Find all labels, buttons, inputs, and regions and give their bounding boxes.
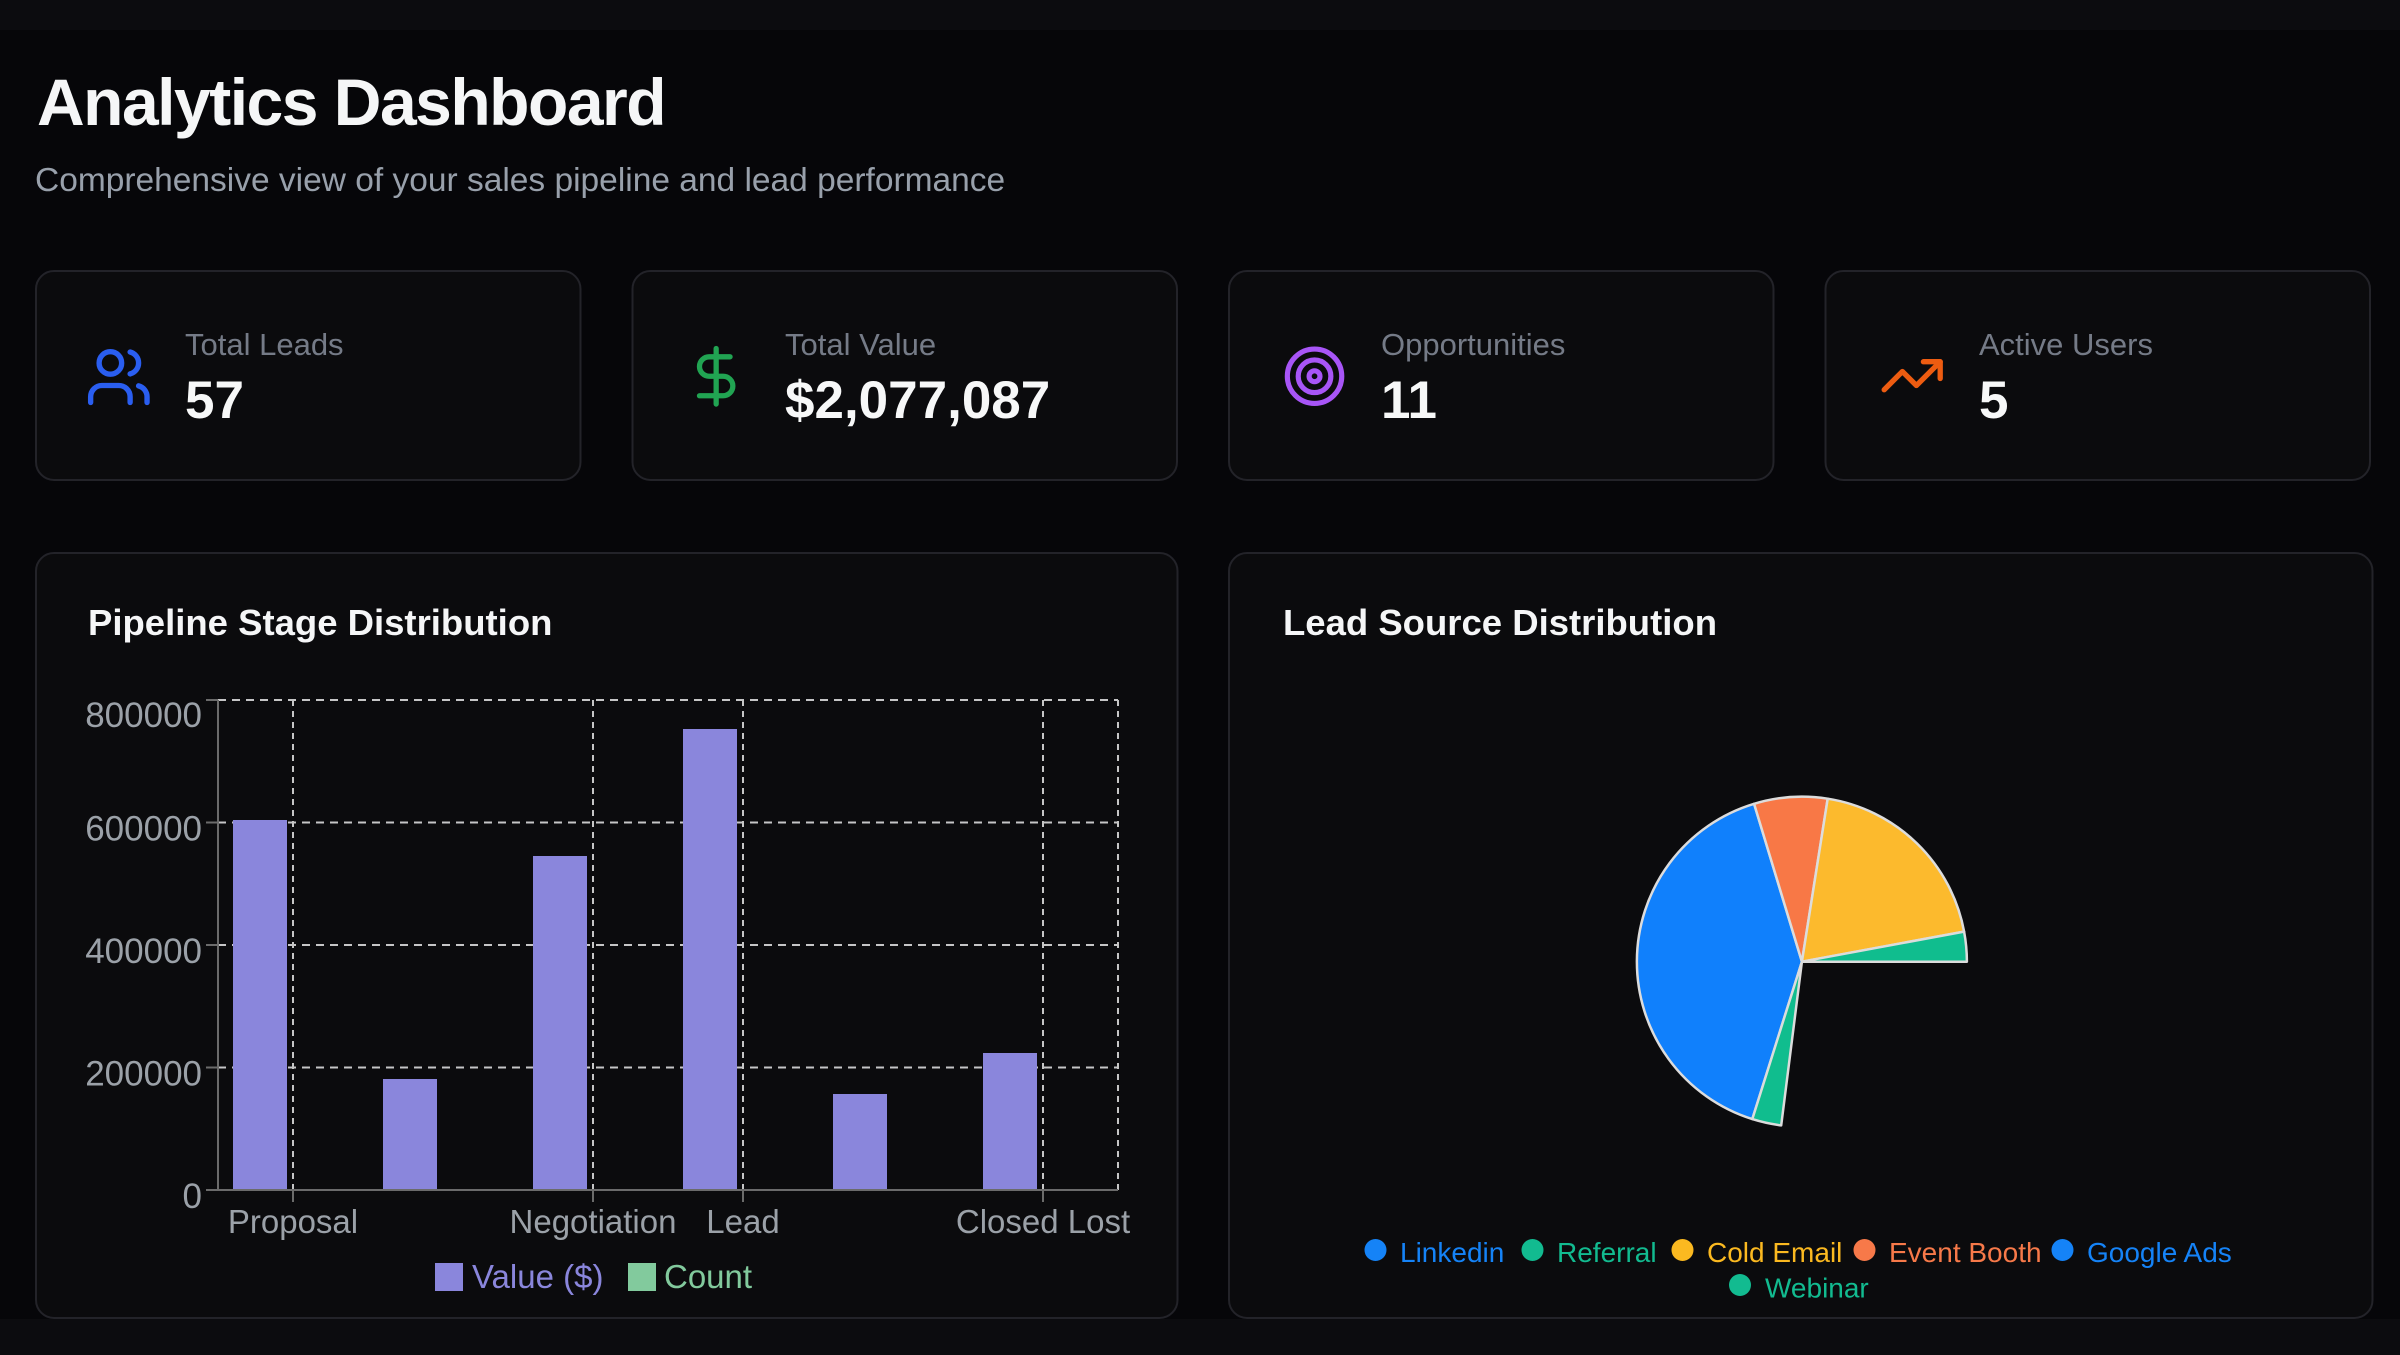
svg-text:$2,077,087: $2,077,087: [785, 371, 1050, 430]
svg-text:Total Value: Total Value: [785, 327, 936, 362]
svg-text:800000: 800000: [85, 696, 202, 735]
svg-text:600000: 600000: [85, 810, 202, 849]
svg-text:57: 57: [185, 371, 244, 430]
svg-text:Opportunities: Opportunities: [1381, 327, 1565, 362]
svg-text:400000: 400000: [85, 932, 202, 971]
svg-text:Linkedin: Linkedin: [1400, 1237, 1504, 1268]
svg-text:5: 5: [1979, 371, 2008, 430]
svg-text:Total Leads: Total Leads: [185, 327, 344, 362]
svg-text:Lead Source Distribution: Lead Source Distribution: [1283, 602, 1717, 643]
svg-text:Negotiation: Negotiation: [510, 1203, 677, 1240]
svg-text:Webinar: Webinar: [1765, 1273, 1869, 1304]
svg-text:Proposal: Proposal: [228, 1203, 358, 1240]
svg-text:Value ($): Value ($): [472, 1258, 603, 1295]
svg-text:Active Users: Active Users: [1979, 327, 2153, 362]
svg-text:Event Booth: Event Booth: [1889, 1237, 2042, 1268]
svg-text:Google Ads: Google Ads: [2087, 1237, 2232, 1268]
svg-text:Analytics Dashboard: Analytics Dashboard: [37, 65, 665, 139]
svg-text:Closed Lost: Closed Lost: [956, 1203, 1130, 1240]
svg-text:Referral: Referral: [1557, 1237, 1657, 1268]
svg-text:200000: 200000: [85, 1055, 202, 1094]
svg-text:Lead: Lead: [706, 1203, 779, 1240]
svg-text:Comprehensive view of your sal: Comprehensive view of your sales pipelin…: [35, 162, 1005, 199]
svg-text:0: 0: [183, 1177, 202, 1216]
svg-text:Cold Email: Cold Email: [1707, 1237, 1842, 1268]
svg-text:Pipeline Stage Distribution: Pipeline Stage Distribution: [88, 602, 552, 643]
svg-text:11: 11: [1381, 371, 1437, 430]
svg-text:Count: Count: [664, 1258, 752, 1295]
